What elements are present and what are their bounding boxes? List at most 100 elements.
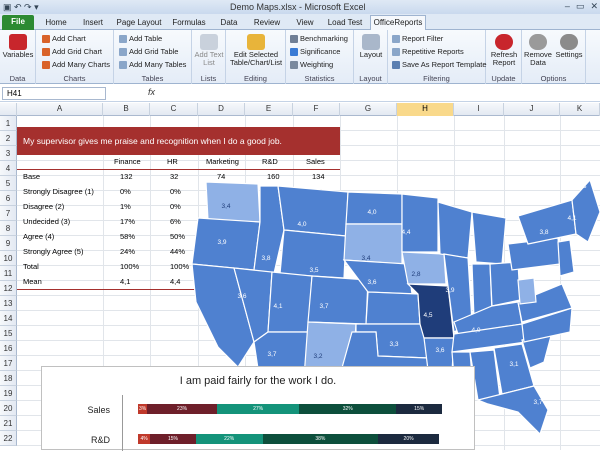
repetitive-reports-button[interactable]: Repetitive Reports <box>392 47 464 56</box>
add-many-charts-button[interactable]: Add Many Charts <box>42 60 110 69</box>
row-header[interactable]: 1 <box>0 116 17 131</box>
row-header[interactable]: 3 <box>0 146 17 161</box>
minimize-button[interactable]: – <box>564 1 570 11</box>
column-header[interactable]: A <box>17 103 103 116</box>
tab-view[interactable]: View <box>296 18 314 27</box>
bar-segment[interactable]: 4% <box>138 434 151 444</box>
row-label[interactable]: Strongly Disagree (1) <box>23 187 94 196</box>
table-banner[interactable]: My supervisor gives me praise and recogn… <box>17 127 340 155</box>
row-label[interactable]: Strongly Agree (5) <box>23 247 84 256</box>
table-cell[interactable]: 0% <box>170 187 181 196</box>
table-cell[interactable]: 4,1 <box>120 277 131 286</box>
row-label[interactable]: Undecided (3) <box>23 217 71 226</box>
tab-review[interactable]: Review <box>253 18 281 27</box>
column-header[interactable]: I <box>454 103 504 116</box>
report-filter-button[interactable]: Report Filter <box>392 34 443 43</box>
tab-home[interactable]: Home <box>45 18 67 27</box>
tab-page-layout[interactable]: Page Layout <box>116 18 162 27</box>
tab-formulas[interactable]: Formulas <box>172 18 206 27</box>
refresh-report-button[interactable]: Refresh Report <box>488 34 520 67</box>
add-text-list-button[interactable]: Add Text List <box>194 34 224 67</box>
table-cell[interactable]: 50% <box>170 232 186 241</box>
row-header[interactable]: 9 <box>0 236 17 251</box>
bar-segment[interactable]: 38% <box>262 434 379 444</box>
row-header[interactable]: 15 <box>0 326 17 341</box>
remove-data-button[interactable]: Remove Data <box>524 34 552 67</box>
bar-segment[interactable]: 27% <box>217 404 300 414</box>
bar-segment[interactable]: 23% <box>147 404 218 414</box>
tab-officereports[interactable]: OfficeReports <box>370 15 426 30</box>
table-header[interactable]: Finance <box>114 157 141 166</box>
table-cell[interactable]: 4,4 <box>170 277 181 286</box>
table-header[interactable]: Marketing <box>206 157 239 166</box>
row-label[interactable]: Mean <box>23 277 42 286</box>
tab-load-test[interactable]: Load Test <box>327 18 363 27</box>
quick-access-toolbar[interactable]: ▣ ↶ ↷ ▾ <box>3 2 39 12</box>
table-cell[interactable]: 44% <box>170 247 186 256</box>
bar-segment[interactable]: 3% <box>138 404 148 414</box>
settings-button[interactable]: Settings <box>554 34 584 59</box>
save-as-template-button[interactable]: Save As Report Template <box>392 60 487 69</box>
bar-segment[interactable]: 15% <box>150 434 196 444</box>
add-grid-chart-button[interactable]: Add Grid Chart <box>42 47 102 56</box>
row-header[interactable]: 8 <box>0 221 17 236</box>
row-header[interactable]: 22 <box>0 431 17 446</box>
table-cell[interactable]: 0% <box>170 202 181 211</box>
row-label[interactable]: Total <box>23 262 39 271</box>
tab-data[interactable]: Data <box>220 18 238 27</box>
column-header[interactable]: B <box>103 103 150 116</box>
edit-selected-button[interactable]: Edit Selected Table/Chart/List <box>228 34 284 67</box>
tab-file[interactable]: File <box>2 15 34 30</box>
table-header[interactable]: HR <box>167 157 178 166</box>
add-chart-button[interactable]: Add Chart <box>42 34 86 43</box>
row-label[interactable]: Base <box>23 172 41 181</box>
layout-button[interactable]: Layout <box>356 34 386 59</box>
row-header[interactable]: 12 <box>0 281 17 296</box>
function-icon[interactable]: fx <box>148 87 156 97</box>
bar-segment[interactable]: 22% <box>195 434 263 444</box>
table-cell[interactable]: 0% <box>120 187 131 196</box>
table-cell[interactable]: 132 <box>120 172 133 181</box>
benchmarking-button[interactable]: Benchmarking <box>290 34 348 43</box>
table-cell[interactable]: 32 <box>170 172 179 181</box>
add-table-button[interactable]: Add Table <box>119 34 162 43</box>
row-label[interactable]: Disagree (2) <box>23 202 65 211</box>
column-header[interactable]: D <box>198 103 245 116</box>
row-header[interactable]: 19 <box>0 386 17 401</box>
column-header[interactable]: F <box>293 103 340 116</box>
row-header[interactable]: 4 <box>0 161 17 176</box>
row-header[interactable]: 6 <box>0 191 17 206</box>
column-header[interactable]: J <box>504 103 560 116</box>
row-header[interactable]: 17 <box>0 356 17 371</box>
row-header[interactable]: 13 <box>0 296 17 311</box>
table-header[interactable]: R&D <box>262 157 278 166</box>
bar-segment[interactable]: 15% <box>396 404 442 414</box>
table-cell[interactable]: 6% <box>170 217 181 226</box>
weighting-button[interactable]: Weighting <box>290 60 333 69</box>
row-header[interactable]: 5 <box>0 176 17 191</box>
row-header[interactable]: 20 <box>0 401 17 416</box>
table-header[interactable]: Sales <box>306 157 325 166</box>
table-cell[interactable]: 58% <box>120 232 136 241</box>
table-cell[interactable]: 100% <box>120 262 140 271</box>
close-button[interactable]: ✕ <box>590 1 598 11</box>
column-header-selected[interactable]: H <box>397 103 454 116</box>
row-header[interactable]: 10 <box>0 251 17 266</box>
table-cell[interactable]: 134 <box>312 172 325 181</box>
name-box[interactable]: H41 <box>2 87 106 100</box>
row-header[interactable]: 16 <box>0 341 17 356</box>
bar-segment[interactable]: 32% <box>299 404 397 414</box>
select-all-corner[interactable] <box>0 103 17 116</box>
row-header[interactable]: 18 <box>0 371 17 386</box>
variables-button[interactable]: Variables <box>2 34 34 59</box>
column-header[interactable]: K <box>560 103 600 116</box>
row-label[interactable]: Agree (4) <box>23 232 55 241</box>
column-header[interactable]: E <box>245 103 293 116</box>
row-header[interactable]: 21 <box>0 416 17 431</box>
table-cell[interactable]: 74 <box>217 172 226 181</box>
stacked-bar-chart[interactable]: I am paid fairly for the work I do. Sale… <box>41 366 475 451</box>
row-header[interactable]: 11 <box>0 266 17 281</box>
table-cell[interactable]: 100% <box>170 262 190 271</box>
table-cell[interactable]: 1% <box>120 202 131 211</box>
maximize-button[interactable]: ▭ <box>575 1 585 11</box>
